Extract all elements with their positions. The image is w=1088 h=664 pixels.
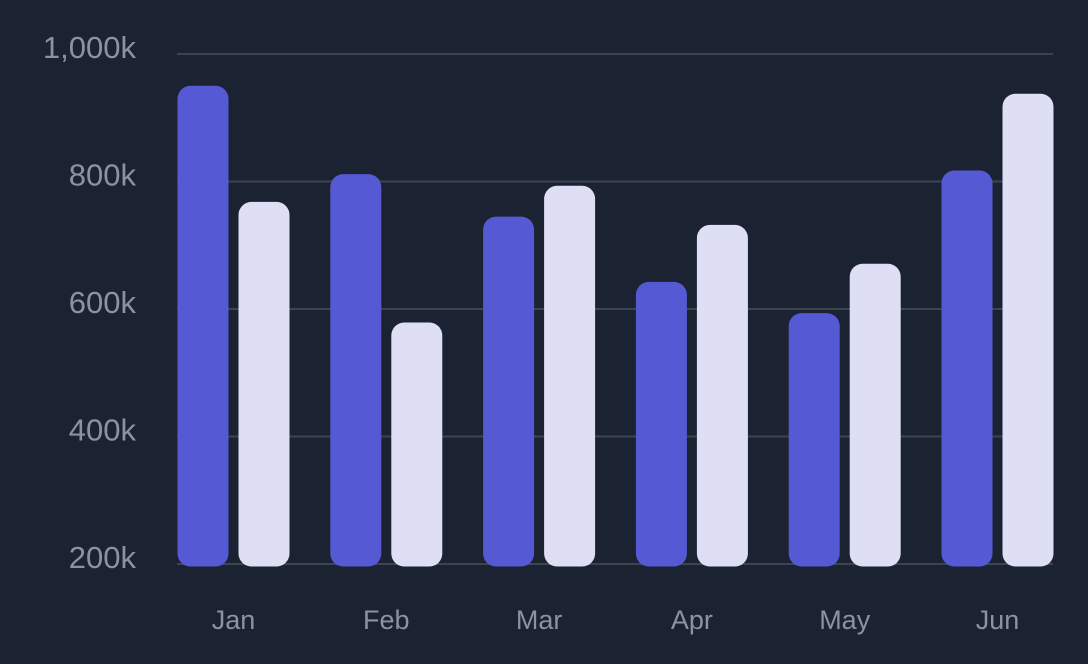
svg-text:600k: 600k — [69, 285, 137, 320]
svg-text:Apr: Apr — [671, 605, 713, 635]
svg-text:Feb: Feb — [363, 605, 410, 635]
svg-text:800k: 800k — [69, 158, 137, 193]
svg-text:Jun: Jun — [976, 605, 1020, 635]
svg-text:400k: 400k — [69, 413, 137, 448]
svg-text:Mar: Mar — [516, 605, 563, 635]
svg-text:May: May — [819, 605, 871, 635]
svg-text:Jan: Jan — [212, 605, 256, 635]
svg-text:1,000k: 1,000k — [43, 30, 137, 65]
svg-text:200k: 200k — [69, 540, 137, 575]
